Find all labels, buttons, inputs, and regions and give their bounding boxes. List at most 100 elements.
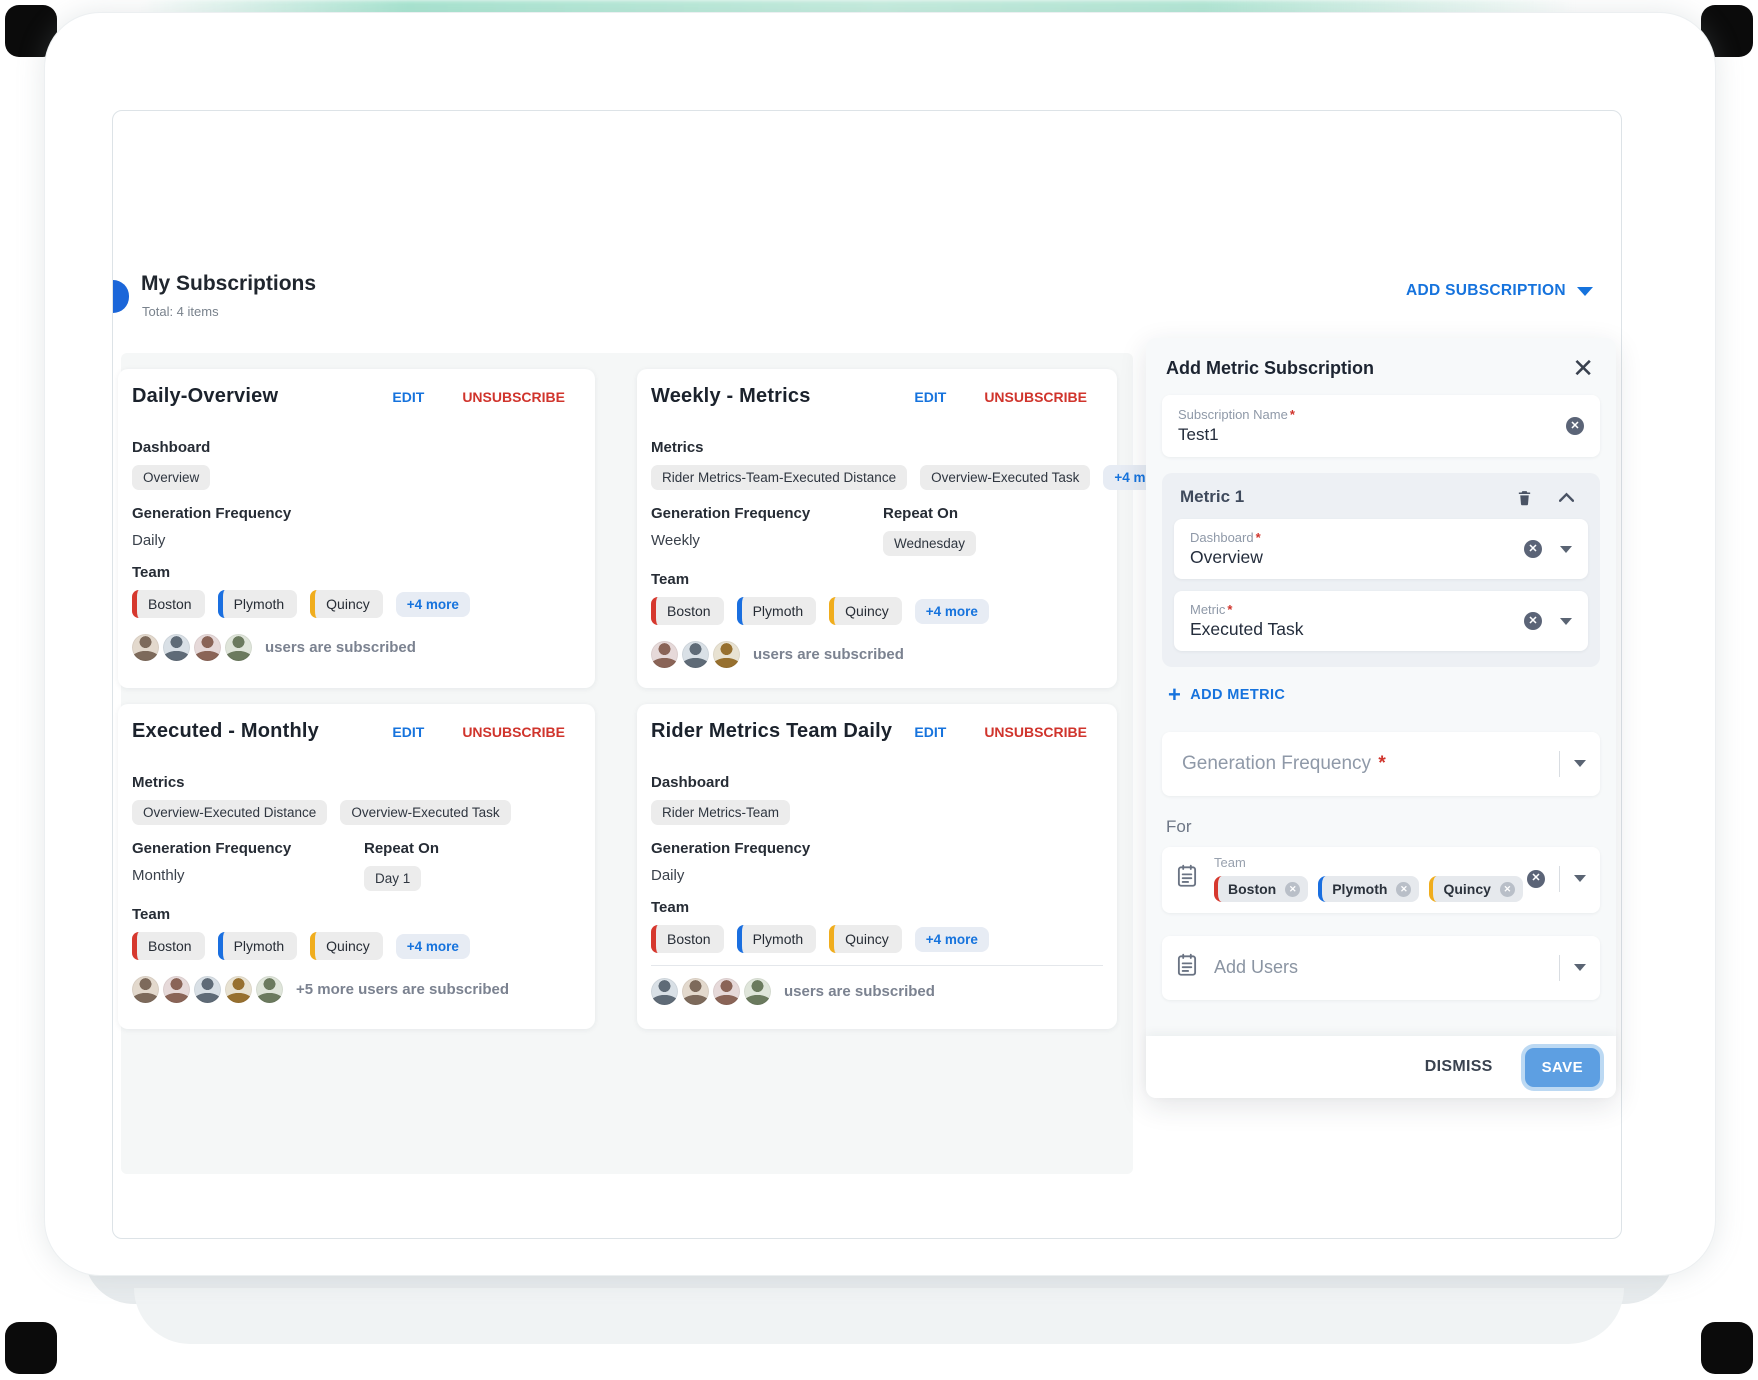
panel-footer: DISMISS SAVE	[1146, 1036, 1616, 1098]
team-field-label: Team	[1214, 855, 1246, 871]
clipboard-list-icon	[1174, 863, 1200, 894]
subscription-name-label: Subscription Name *	[1178, 407, 1295, 422]
metric-select-field[interactable]: Metric * Executed Task ✕	[1174, 591, 1588, 651]
generation-frequency-label: Generation Frequency	[651, 840, 811, 857]
dashboard-label: Dashboard	[651, 774, 730, 791]
metric-chip: Overview-Executed Task	[340, 800, 511, 825]
dashboard-field-value: Overview	[1190, 547, 1263, 567]
generation-frequency-label: Generation Frequency	[132, 505, 292, 522]
clear-field-icon[interactable]: ✕	[1524, 612, 1542, 630]
chevron-down-icon[interactable]	[1560, 617, 1572, 625]
add-subscription-button[interactable]: ADD SUBSCRIPTION	[1406, 282, 1593, 300]
remove-chip-icon[interactable]: ✕	[1396, 881, 1412, 897]
metric-chip: Overview-Executed Task	[920, 465, 1091, 490]
team-chip-label: Quincy	[845, 603, 889, 619]
team-chip: Boston ✕	[1214, 876, 1309, 903]
user-avatar	[132, 634, 159, 661]
field-divider	[1559, 750, 1560, 777]
user-avatar	[132, 976, 159, 1003]
metric-block-title: Metric 1	[1180, 487, 1245, 506]
generation-frequency-value: Weekly	[651, 532, 700, 549]
chevron-down-icon[interactable]	[1574, 760, 1586, 768]
clear-field-icon[interactable]: ✕	[1524, 540, 1542, 558]
metric-field-value: Executed Task	[1190, 619, 1304, 639]
corner-mark	[5, 1322, 57, 1374]
subscription-name-input[interactable]	[1178, 425, 1438, 445]
generation-frequency-label: Generation Frequency	[132, 840, 292, 857]
team-chip: Quincy ✕	[1429, 876, 1523, 903]
team-chip-label: Plymoth	[752, 931, 804, 947]
generation-frequency-label: Generation Frequency	[651, 505, 811, 522]
repeat-on-label: Repeat On	[364, 840, 440, 857]
team-chip-label: Plymoth	[233, 938, 285, 954]
remove-chip-icon[interactable]: ✕	[1285, 881, 1301, 897]
team-label: Team	[132, 906, 171, 923]
user-avatar	[194, 976, 221, 1003]
card-title: Executed - Monthly	[132, 720, 319, 742]
unsubscribe-button[interactable]: UNSUBSCRIBE	[984, 388, 1087, 405]
chevron-down-icon[interactable]	[1574, 875, 1586, 883]
required-mark: *	[1255, 530, 1261, 545]
team-chip-label: Boston	[1228, 881, 1277, 898]
dismiss-button[interactable]: DISMISS	[1424, 1058, 1493, 1075]
delete-metric-icon[interactable]	[1516, 488, 1533, 507]
team-chip: Quincy	[310, 590, 383, 618]
team-chip-label: Plymoth	[1332, 881, 1388, 898]
remove-chip-icon[interactable]: ✕	[1499, 881, 1515, 897]
metrics-label: Metrics	[651, 439, 704, 456]
metrics-label: Metrics	[132, 774, 185, 791]
edit-button[interactable]: EDIT	[914, 388, 947, 405]
chevron-down-icon[interactable]	[1560, 545, 1572, 553]
team-chip: Boston	[132, 590, 205, 618]
user-avatar	[194, 634, 221, 661]
team-chip-label: Boston	[148, 596, 192, 612]
subscription-name-field[interactable]: Subscription Name* ✕	[1162, 395, 1600, 457]
edit-button[interactable]: EDIT	[392, 723, 425, 740]
team-label: Team	[132, 564, 171, 581]
team-more-chip[interactable]: +4 more	[914, 598, 989, 624]
page-title: My Subscriptions	[141, 272, 317, 295]
team-chip: Boston	[132, 932, 205, 960]
team-chip-label: Boston	[667, 931, 711, 947]
team-chip-label: Boston	[148, 938, 192, 954]
team-more-chip[interactable]: +4 more	[395, 591, 470, 617]
unsubscribe-button[interactable]: UNSUBSCRIBE	[462, 723, 565, 740]
subscribed-users-text: users are subscribed	[753, 646, 904, 663]
clear-field-icon[interactable]: ✕	[1527, 869, 1545, 888]
team-chip-label: Quincy	[326, 596, 370, 612]
save-button[interactable]: SAVE	[1524, 1047, 1600, 1087]
add-users-placeholder: Add Users	[1214, 957, 1299, 978]
generation-frequency-select[interactable]: Generation Frequency *	[1162, 731, 1600, 796]
generation-frequency-value: Monthly	[132, 867, 185, 884]
edit-button[interactable]: EDIT	[392, 388, 425, 405]
team-more-chip[interactable]: +4 more	[914, 926, 989, 952]
card-title: Rider Metrics Team Daily	[651, 720, 893, 742]
subscribed-users-text: users are subscribed	[784, 983, 935, 1000]
team-more-chip[interactable]: +4 more	[395, 933, 470, 959]
user-avatar	[713, 978, 740, 1005]
team-chip: Quincy	[310, 932, 383, 960]
team-chip: Plymoth	[217, 932, 298, 960]
dashboard-select-field[interactable]: Dashboard * Overview ✕	[1174, 519, 1588, 579]
team-chip-label: Plymoth	[752, 603, 804, 619]
add-metric-label: ADD METRIC	[1190, 686, 1286, 703]
add-metric-button[interactable]: + ADD METRIC	[1168, 684, 1616, 706]
metric-chip: Rider Metrics-Team-Executed Distance	[651, 465, 908, 490]
edit-button[interactable]: EDIT	[914, 723, 947, 740]
team-chip: Boston	[651, 925, 724, 953]
add-users-select[interactable]: Add Users	[1162, 935, 1600, 1000]
chevron-down-icon[interactable]	[1574, 964, 1586, 972]
team-select-field[interactable]: Team Boston ✕ Plymoth ✕ Quincy ✕	[1162, 846, 1600, 913]
field-divider	[1559, 954, 1560, 981]
team-chip: Quincy	[829, 597, 902, 625]
team-chip: Quincy	[829, 925, 902, 953]
close-icon[interactable]: ✕	[1572, 353, 1594, 384]
unsubscribe-button[interactable]: UNSUBSCRIBE	[984, 723, 1087, 740]
team-label: Team	[651, 899, 690, 916]
card-title: Daily-Overview	[132, 385, 279, 407]
dashboard-chip: Rider Metrics-Team	[651, 800, 791, 825]
collapse-chevron-up-icon[interactable]	[1559, 492, 1574, 502]
dashboard-chip: Overview	[132, 465, 211, 490]
clear-field-icon[interactable]: ✕	[1566, 417, 1584, 435]
unsubscribe-button[interactable]: UNSUBSCRIBE	[462, 388, 565, 405]
